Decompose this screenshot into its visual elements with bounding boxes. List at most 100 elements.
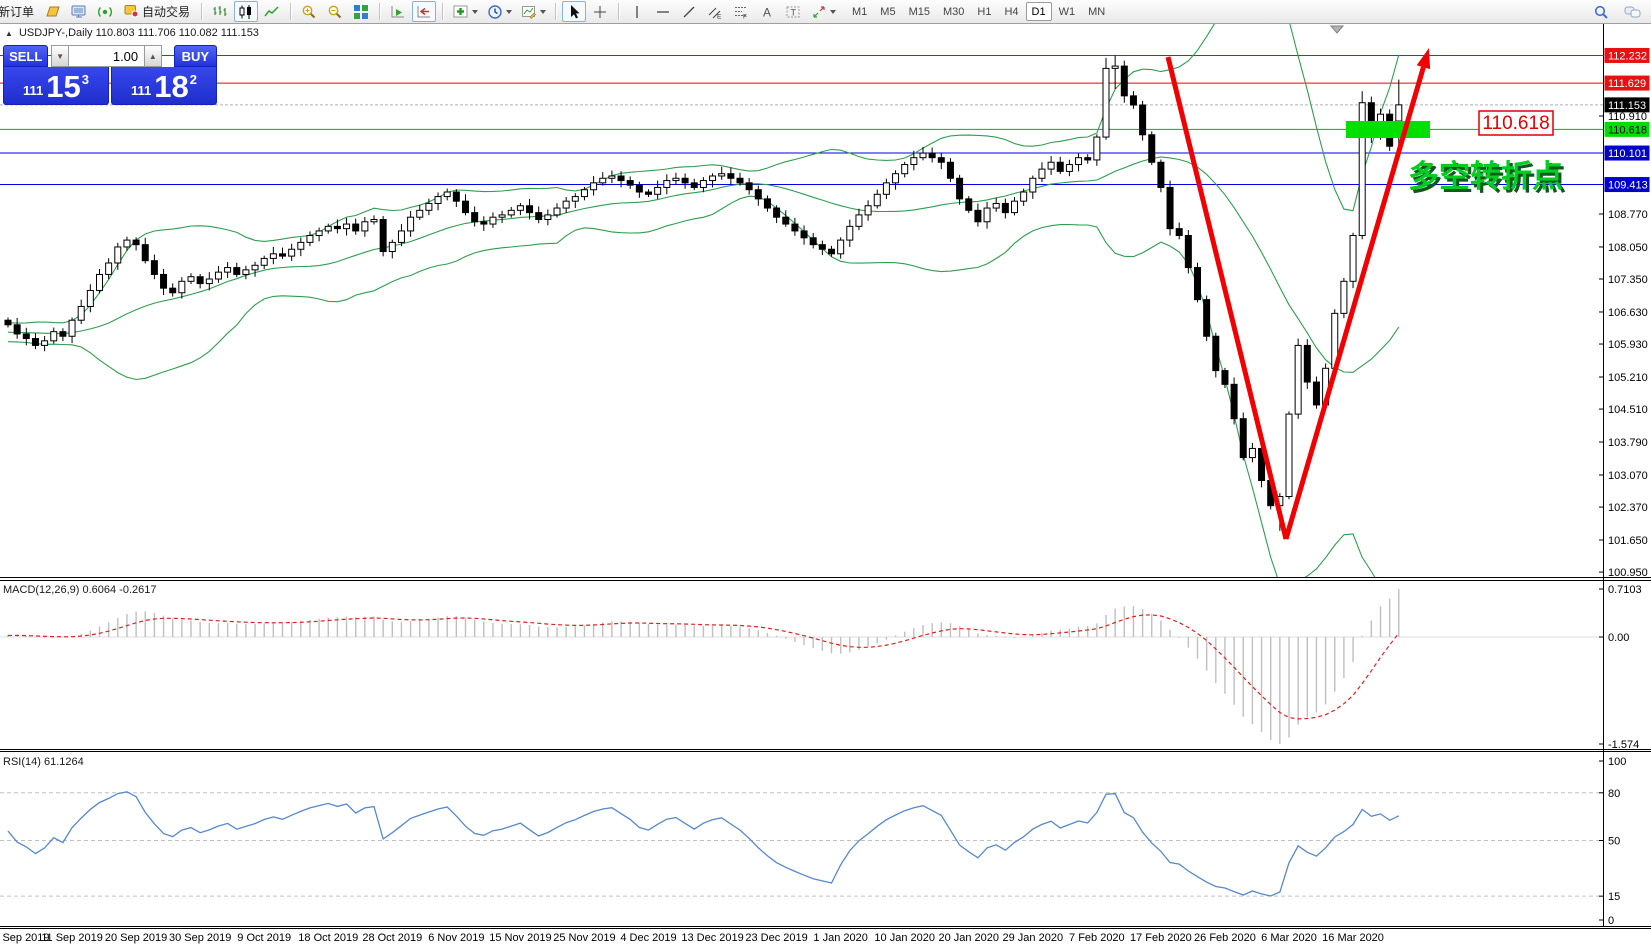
timeframe-button-H4[interactable]: H4 xyxy=(1004,5,1019,18)
candle xyxy=(407,211,415,237)
timeframe-button-W1[interactable]: W1 xyxy=(1058,5,1076,18)
vertical-line-icon[interactable] xyxy=(625,1,649,22)
auto-scroll-icon[interactable] xyxy=(386,1,410,22)
sell-button[interactable]: SELL xyxy=(3,45,49,67)
candle xyxy=(260,255,268,270)
periods-icon[interactable] xyxy=(483,1,515,22)
macd-tick-label: 0.7103 xyxy=(1608,584,1642,596)
zoom-in-icon[interactable] xyxy=(297,1,321,22)
line-chart-icon[interactable] xyxy=(260,1,284,22)
candle xyxy=(1084,154,1092,164)
candle xyxy=(516,203,524,216)
candle xyxy=(956,174,964,205)
trendline-icon[interactable] xyxy=(677,1,701,22)
svg-text:F: F xyxy=(743,13,747,20)
macd-panel[interactable] xyxy=(0,589,1603,744)
candle xyxy=(709,173,717,188)
candle xyxy=(544,209,552,226)
templates-icon[interactable] xyxy=(517,1,549,22)
zoom-out-icon[interactable] xyxy=(323,1,347,22)
candle xyxy=(480,216,488,231)
candle xyxy=(580,186,588,201)
svg-text:A: A xyxy=(763,5,771,19)
signal-icon[interactable] xyxy=(93,1,117,22)
highlight-zone[interactable] xyxy=(1346,121,1430,138)
candle xyxy=(1075,153,1083,172)
volume-decrease-button[interactable]: ▼ xyxy=(51,45,69,67)
timeframe-button-M1[interactable]: M1 xyxy=(852,5,868,18)
candle xyxy=(901,161,909,178)
buy-price-display[interactable]: 111 18 2 xyxy=(111,67,217,105)
text-label-icon[interactable]: T xyxy=(781,1,805,22)
price-tag-label: 110.101 xyxy=(1608,148,1647,160)
price-tick-label: 104.510 xyxy=(1608,404,1648,416)
sell-price-display[interactable]: 111 15 3 xyxy=(3,67,109,105)
candle xyxy=(1166,180,1174,236)
chart-shift-marker[interactable] xyxy=(1329,25,1345,34)
date-label: 15 Nov 2019 xyxy=(489,932,551,944)
one-click-trading-panel: SELL ▼ 1.00 ▲ BUY 111 15 3 111 18 2 xyxy=(3,45,218,105)
timeframe-button-M15[interactable]: M15 xyxy=(908,5,930,18)
tile-windows-icon[interactable] xyxy=(349,1,373,22)
candle xyxy=(1285,411,1293,500)
candle xyxy=(727,167,735,185)
chat-icon[interactable] xyxy=(1621,1,1645,22)
timeframe-button-M5[interactable]: M5 xyxy=(880,5,896,18)
candle xyxy=(123,236,131,251)
bar-chart-icon[interactable] xyxy=(208,1,232,22)
candle xyxy=(343,217,351,236)
date-label: 29 Jan 2020 xyxy=(1003,932,1064,944)
candlestick-chart-icon[interactable] xyxy=(234,1,259,22)
candle xyxy=(1111,55,1119,89)
search-icon[interactable] xyxy=(1589,1,1613,22)
arrows-tool-icon[interactable] xyxy=(807,1,839,22)
candle xyxy=(31,333,39,350)
candle xyxy=(1139,100,1147,141)
price-axis[interactable]: 110.910 108.770 108.050 107.350 106.630 105.9… xyxy=(1599,47,1650,927)
buy-button[interactable]: BUY xyxy=(173,45,218,67)
candle xyxy=(882,178,890,200)
price-tag xyxy=(1604,177,1650,193)
crosshair-icon[interactable] xyxy=(588,1,612,22)
candle xyxy=(13,317,21,339)
candle xyxy=(1020,188,1028,206)
panel-separators xyxy=(0,24,1651,929)
candle xyxy=(132,237,140,251)
text-icon[interactable]: A xyxy=(755,1,779,22)
price-tick-label: 106.630 xyxy=(1608,307,1648,319)
horizontal-line-icon[interactable] xyxy=(651,1,675,22)
timeframe-button-M30[interactable]: M30 xyxy=(942,5,965,18)
equidistant-channel-icon[interactable]: E xyxy=(703,1,727,22)
timeframe-button-MN[interactable]: MN xyxy=(1088,5,1106,18)
rsi-panel[interactable] xyxy=(0,791,1603,897)
auto-trading-button[interactable]: 自动交易 xyxy=(119,1,195,22)
rsi-line xyxy=(7,791,1400,897)
volume-input[interactable]: 1.00 xyxy=(68,45,145,67)
date-label: 17 Feb 2020 xyxy=(1130,932,1192,944)
cursor-icon[interactable] xyxy=(562,1,587,22)
date-label: 18 Oct 2019 xyxy=(298,932,358,944)
turning-point-annotation[interactable]: 多空转折点 xyxy=(1408,159,1563,194)
price-tick-label: 100.950 xyxy=(1608,567,1648,579)
date-label: 16 Mar 2020 xyxy=(1322,932,1384,944)
timeframe-button-D1[interactable]: D1 xyxy=(1025,2,1052,21)
fibonacci-icon[interactable]: F xyxy=(729,1,753,22)
timeframe-button-H1[interactable]: H1 xyxy=(977,5,992,18)
candle xyxy=(1029,175,1037,199)
indicators-icon[interactable] xyxy=(449,1,481,22)
market-watch-icon[interactable] xyxy=(67,1,91,22)
chart-shift-icon[interactable] xyxy=(412,1,437,22)
candle xyxy=(965,196,973,214)
candle xyxy=(946,158,954,183)
new-order-button[interactable]: 新订单 xyxy=(0,5,35,19)
candle xyxy=(379,216,387,257)
profile-icon[interactable] xyxy=(41,1,65,22)
volume-increase-button[interactable]: ▲ xyxy=(144,45,162,67)
candle xyxy=(251,261,259,277)
candle xyxy=(1239,412,1247,461)
candle xyxy=(105,258,113,280)
price-label-box[interactable] xyxy=(1478,110,1554,136)
